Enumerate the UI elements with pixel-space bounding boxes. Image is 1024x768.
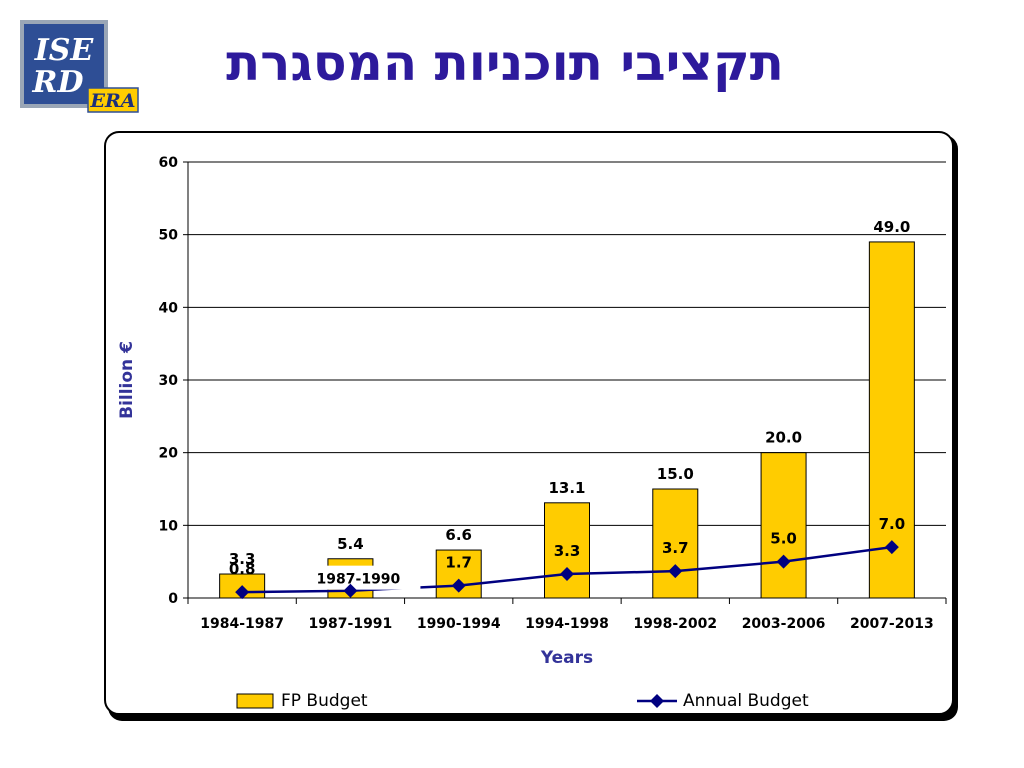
x-tick-label: 1998-2002	[633, 616, 717, 632]
y-axis-title: Billion €	[117, 341, 137, 419]
bar-2007-2013	[868, 241, 915, 599]
bar-value-label: 6.6	[445, 526, 472, 544]
annual-marker-1990-1994	[451, 578, 466, 593]
y-tick-label: 60	[159, 155, 179, 171]
y-tick-label: 30	[159, 373, 179, 389]
slide-title: תקציבי תוכניות המסגרת	[226, 34, 784, 92]
x-tick-label: 2007-2013	[850, 616, 934, 632]
legend-label-annual-budget: Annual Budget	[683, 691, 809, 711]
y-tick-label: 20	[159, 446, 179, 462]
annotation-box	[296, 565, 421, 590]
x-tick-label: 1984-1987	[200, 616, 284, 632]
y-tick-label: 0	[168, 591, 178, 607]
annual-value-label: 3.7	[662, 539, 689, 557]
x-axis-title: Years	[540, 648, 593, 668]
x-tick-label: 1994-1998	[525, 616, 609, 632]
annual-marker-1998-2002	[668, 564, 683, 579]
annual-value-label: 1.7	[445, 554, 472, 572]
bar-value-label: 5.4	[337, 535, 364, 553]
x-tick-label: 1990-1994	[417, 616, 501, 632]
bar-2003-2006	[760, 452, 807, 599]
annual-marker-1984-1987	[235, 585, 250, 600]
logo-tag: ERA	[89, 90, 135, 112]
isered-logo: ISE RD ERA	[20, 20, 139, 113]
legend-marker-annual-budget	[650, 694, 664, 708]
y-tick-label: 50	[159, 228, 179, 244]
bar-value-label: 3.3	[229, 550, 256, 568]
logo-text-top: ISE	[34, 33, 95, 68]
bar-value-label: 20.0	[765, 429, 802, 447]
x-tick-label: 1987-1991	[309, 616, 393, 632]
annotation-label: 1987-1990	[317, 572, 401, 588]
bar-value-label: 49.0	[873, 218, 910, 236]
annual-value-label: 7.0	[879, 515, 906, 533]
budget-chart: 0 10 20 30 40 50 60 1987-1990 3.3 5.4 6.6 13.1 15.0 2…	[104, 131, 958, 721]
annual-value-label: 0.8	[229, 560, 256, 578]
x-tick-label: 2003-2006	[742, 616, 826, 632]
bar-1998-2002	[652, 488, 699, 599]
annual-marker-2003-2006	[776, 554, 791, 569]
bar-1994-1998	[544, 502, 590, 599]
annual-marker-1994-1998	[560, 567, 574, 582]
y-tick-label: 10	[159, 518, 179, 534]
annual-value-label: 3.3	[554, 542, 581, 560]
legend-label-fp-budget: FP Budget	[281, 691, 368, 711]
annual-marker-2007-2013	[884, 540, 899, 555]
annual-value-label: 5.0	[770, 530, 797, 548]
y-tick-label: 40	[159, 300, 179, 316]
bar-value-label: 13.1	[548, 479, 585, 497]
legend-swatch-fp-budget	[236, 693, 274, 709]
logo-text-bottom: RD	[32, 65, 84, 100]
bar-value-label: 15.0	[657, 465, 694, 483]
annual-marker-1987-1991	[343, 583, 358, 598]
